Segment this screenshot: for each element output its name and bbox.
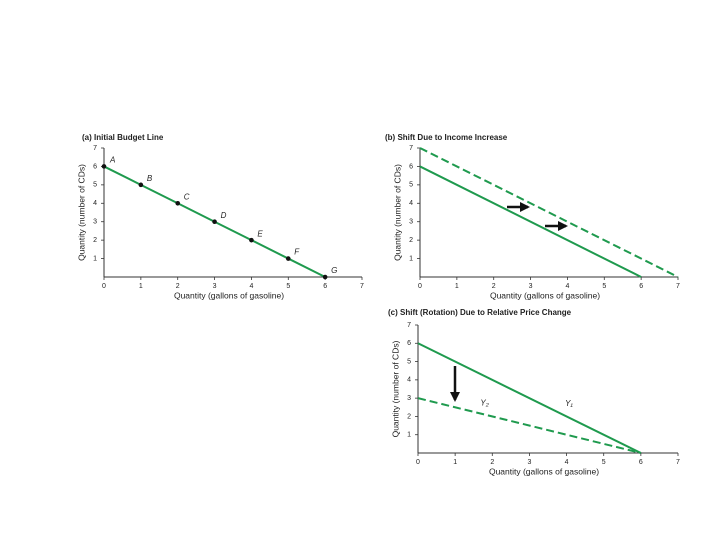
budget-line <box>419 147 679 278</box>
y-tick-label: 1 <box>93 255 97 262</box>
x-tick-label: 6 <box>639 459 643 466</box>
x-tick-label: 0 <box>102 283 106 290</box>
x-tick-label: 7 <box>676 459 680 466</box>
y-tick-label: 6 <box>409 163 413 170</box>
y-axis-label: Quantity (number of CDs) <box>76 164 86 261</box>
y-tick-label: 7 <box>409 145 413 152</box>
x-tick-label: 7 <box>676 283 680 290</box>
y-tick-label: 2 <box>407 413 411 420</box>
x-axis-label: Quantity (gallons of gasoline) <box>174 290 284 300</box>
y-tick-label: 5 <box>407 358 411 365</box>
x-tick-label: 4 <box>565 283 569 290</box>
chart: (a) Initial Budget Line 0 1 2 3 4 5 6 7 1 2 3 4 5 6 7 Qu… <box>76 133 364 300</box>
x-tick-label: 5 <box>602 283 606 290</box>
x-tick-label: 3 <box>529 283 533 290</box>
x-tick-label: 2 <box>492 283 496 290</box>
y-tick-label: 1 <box>407 432 411 439</box>
x-tick-label: 4 <box>565 459 569 466</box>
x-tick-label: 0 <box>416 459 420 466</box>
y-tick-label: 3 <box>93 219 97 226</box>
x-tick-label: 1 <box>453 459 457 466</box>
chart-title: (c) Shift (Rotation) Due to Relative Pri… <box>388 308 572 317</box>
point-label: B <box>147 174 153 183</box>
y-tick-label: 3 <box>409 219 413 226</box>
y-tick-label: 7 <box>93 145 97 152</box>
x-tick-label: 5 <box>286 283 290 290</box>
point-label: A <box>109 156 115 165</box>
x-axis-label: Quantity (gallons of gasoline) <box>490 290 600 300</box>
y-tick-label: 4 <box>93 200 97 207</box>
y-tick-label: 5 <box>409 182 413 189</box>
point <box>101 164 107 169</box>
line-label: Y₂ <box>480 399 488 408</box>
y-tick-label: 6 <box>407 340 411 347</box>
x-tick-label: 4 <box>249 283 253 290</box>
point-label: C <box>184 192 190 201</box>
point <box>285 256 291 261</box>
x-tick-label: 2 <box>176 283 180 290</box>
y-tick-label: 2 <box>93 237 97 244</box>
x-tick-label: 5 <box>602 459 606 466</box>
point <box>175 200 181 206</box>
point <box>249 237 254 243</box>
y-axis-label: Quantity (number of CDs) <box>392 164 402 261</box>
y-tick-label: 5 <box>93 182 97 189</box>
chart: (c) Shift (Rotation) Due to Relative Pri… <box>388 308 680 476</box>
chart: (b) Shift Due to Income Increase 0 1 2 3 4 5 6 7… <box>385 133 680 300</box>
point <box>138 182 144 188</box>
chart-title: (b) Shift Due to Income Increase <box>385 133 508 142</box>
y-tick-label: 7 <box>407 322 411 329</box>
x-tick-label: 1 <box>455 283 459 290</box>
point-label: F <box>294 248 300 257</box>
x-tick-label: 2 <box>490 459 494 466</box>
y-tick-label: 4 <box>409 200 413 207</box>
budget-line <box>419 165 642 278</box>
budget-line <box>417 397 642 454</box>
x-tick-label: 0 <box>418 283 422 290</box>
budget-line <box>417 342 642 454</box>
x-tick-label: 3 <box>213 283 217 290</box>
x-tick-label: 6 <box>639 283 643 290</box>
point-label: G <box>331 266 337 275</box>
x-tick-label: 6 <box>323 283 327 290</box>
x-tick-label: 1 <box>139 283 143 290</box>
point <box>322 274 328 280</box>
chart-title: (a) Initial Budget Line <box>82 133 164 142</box>
point <box>212 219 217 225</box>
y-tick-label: 2 <box>409 237 413 244</box>
y-tick-label: 4 <box>407 377 411 384</box>
point-label: D <box>221 211 227 220</box>
point-label: E <box>257 229 263 238</box>
x-tick-label: 7 <box>360 283 364 290</box>
shift-arrows <box>450 202 568 402</box>
x-tick-label: 3 <box>527 459 531 466</box>
y-tick-label: 1 <box>409 255 413 262</box>
y-axis-label: Quantity (number of CDs) <box>390 340 400 437</box>
y-tick-label: 6 <box>93 163 97 170</box>
line-label: Y₁ <box>565 399 573 408</box>
y-tick-label: 3 <box>407 395 411 402</box>
x-axis-label: Quantity (gallons of gasoline) <box>489 466 599 476</box>
